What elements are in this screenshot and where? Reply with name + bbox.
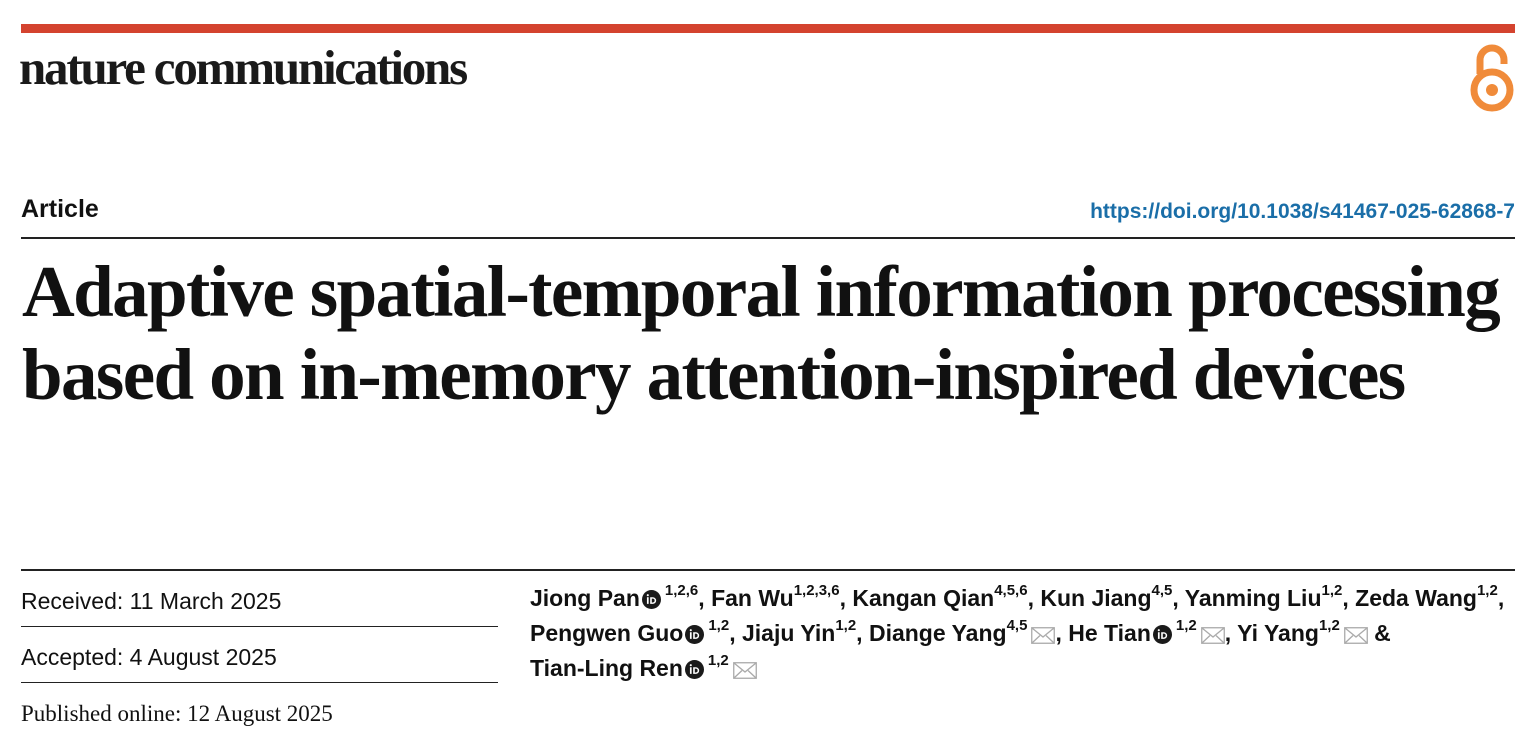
email-icon[interactable] xyxy=(1200,627,1225,644)
affiliation-numbers: 4,5,6 xyxy=(994,582,1028,600)
author-name[interactable]: Kun Jiang xyxy=(1040,585,1152,611)
orcid-icon[interactable] xyxy=(684,660,704,679)
author-separator: , xyxy=(856,620,869,646)
published-date: Published online: 12 August 2025 xyxy=(21,701,333,726)
article-title: Adaptive spatial-temporal information pr… xyxy=(22,251,1501,415)
author-name[interactable]: Diange Yang xyxy=(868,620,1007,646)
author-name[interactable]: Tian-Ling Ren xyxy=(530,655,683,681)
title-divider xyxy=(21,569,1515,571)
journal-name[interactable]: nature communications xyxy=(19,40,468,95)
author-name[interactable]: Jiong Pan xyxy=(530,585,640,611)
author-separator: & xyxy=(1367,620,1391,646)
header-divider xyxy=(21,237,1515,239)
dates-panel: Received: 11 March 2025 Accepted: 4 Augu… xyxy=(21,571,498,683)
author-name[interactable]: Kangan Qian xyxy=(852,585,995,611)
author-entry: Fan Wu1,2,3,6 xyxy=(711,582,840,611)
author-separator: , xyxy=(1497,585,1505,611)
journal-accent-bar xyxy=(21,24,1515,33)
orcid-icon[interactable] xyxy=(641,590,661,609)
author-separator: , xyxy=(1055,620,1069,646)
affiliation-numbers: 1,2,6 xyxy=(664,582,699,600)
orcid-icon[interactable] xyxy=(685,625,705,644)
author-separator: , xyxy=(729,620,742,646)
author-entry: Kangan Qian4,5,6 xyxy=(852,582,1028,611)
author-separator: , xyxy=(1342,585,1356,611)
affiliation-numbers: 4,5 xyxy=(1006,617,1028,635)
author-list: Jiong Pan 1,2,6, Fan Wu1,2,3,6, Kangan Qi… xyxy=(530,581,1510,686)
received-date: Received: 11 March 2025 xyxy=(21,571,498,627)
email-icon[interactable] xyxy=(1031,627,1056,644)
affiliation-numbers: 1,2,3,6 xyxy=(793,582,840,600)
affiliation-numbers: 1,2 xyxy=(707,652,729,670)
author-entry: Kun Jiang4,5 xyxy=(1040,582,1173,611)
author-name[interactable]: Jiaju Yin xyxy=(741,620,836,646)
affiliation-numbers: 1,2 xyxy=(708,617,730,635)
orcid-icon[interactable] xyxy=(1152,625,1172,644)
affiliation-numbers: 1,2 xyxy=(1476,582,1498,600)
author-entry: Zeda Wang1,2 xyxy=(1355,582,1498,611)
affiliation-numbers: 1,2 xyxy=(1318,617,1340,635)
author-name[interactable]: Fan Wu xyxy=(711,585,794,611)
open-access-lock-icon xyxy=(1470,44,1514,112)
author-entry: Jiong Pan 1,2,6 xyxy=(530,582,699,611)
author-entry: Yanming Liu1,2 xyxy=(1184,582,1343,611)
author-entry: Pengwen Guo 1,2 xyxy=(530,617,730,646)
affiliation-numbers: 4,5 xyxy=(1151,582,1173,600)
author-name[interactable]: Pengwen Guo xyxy=(530,620,684,646)
author-separator: , xyxy=(839,585,853,611)
affiliation-numbers: 1,2 xyxy=(1321,582,1343,600)
author-separator: , xyxy=(698,585,712,611)
article-type: Article xyxy=(21,195,99,223)
author-separator: , xyxy=(1172,585,1185,611)
author-separator: , xyxy=(1027,585,1041,611)
affiliation-numbers: 1,2 xyxy=(835,617,857,635)
author-name[interactable]: Yanming Liu xyxy=(1184,585,1322,611)
email-icon[interactable] xyxy=(732,662,757,679)
author-entry: Tian-Ling Ren 1,2 xyxy=(530,652,757,681)
accepted-date: Accepted: 4 August 2025 xyxy=(21,627,498,683)
author-name[interactable]: Zeda Wang xyxy=(1355,585,1477,611)
author-entry: Jiaju Yin1,2 xyxy=(741,617,857,646)
author-name[interactable]: He Tian xyxy=(1068,620,1151,646)
author-name[interactable]: Yi Yang xyxy=(1237,620,1319,646)
author-entry: Diange Yang4,5 xyxy=(868,617,1056,646)
author-separator: , xyxy=(1224,620,1238,646)
email-icon[interactable] xyxy=(1343,627,1368,644)
author-entry: Yi Yang1,2 xyxy=(1237,617,1368,646)
doi-link[interactable]: https://doi.org/10.1038/s41467-025-62868… xyxy=(1090,200,1515,223)
affiliation-numbers: 1,2 xyxy=(1175,617,1197,635)
author-entry: He Tian 1,2 xyxy=(1068,617,1225,646)
